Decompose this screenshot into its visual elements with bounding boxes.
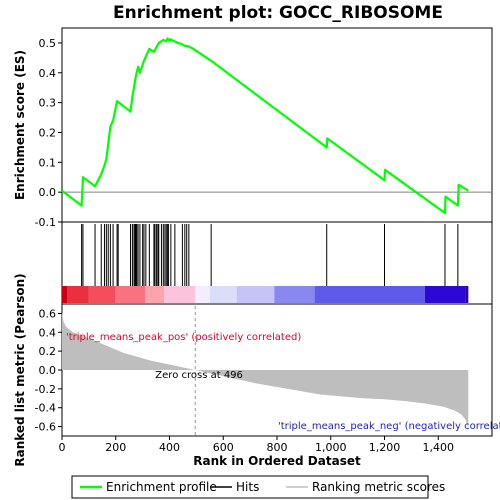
x-tick-label: 1,200 <box>369 441 401 454</box>
colorbar-segment <box>195 286 210 303</box>
positive-correlation-label: 'triple_means_peak_pos' (positively corr… <box>66 332 301 343</box>
es-y-axis-label: Enrichment score (ES) <box>13 50 27 200</box>
colorbar-segment <box>164 286 196 303</box>
legend-label: Enrichment profile <box>106 480 217 494</box>
colorbar-segment <box>424 286 466 303</box>
colorbar-segment <box>236 286 275 303</box>
x-tick-label: 1,400 <box>423 441 455 454</box>
enrichment-profile-line <box>61 37 469 215</box>
es-y-tick-label: 0.2 <box>39 126 57 139</box>
x-tick-label: 1,000 <box>315 441 347 454</box>
colorbar-segment <box>62 286 68 303</box>
x-tick-label: 0 <box>59 441 66 454</box>
x-tick-label: 600 <box>213 441 234 454</box>
es-y-tick-label: 0.1 <box>39 156 57 169</box>
x-tick-label: 200 <box>105 441 126 454</box>
x-axis-label: Rank in Ordered Dataset <box>193 454 361 468</box>
colorbar-segment <box>465 286 469 303</box>
es-y-tick-label: 0.3 <box>39 97 57 110</box>
colorbar-segment <box>145 286 165 303</box>
enrichment-profile-series <box>61 37 469 215</box>
metric-y-tick-label: 0.2 <box>39 345 57 358</box>
ranked-colorbar <box>62 286 469 303</box>
colorbar-segment <box>67 286 89 303</box>
x-tick-label: 400 <box>159 441 180 454</box>
legend-label: Ranking metric scores <box>312 480 445 494</box>
x-tick-label: 800 <box>267 441 288 454</box>
colorbar-segment <box>274 286 315 303</box>
metric-y-axis: 0.6 0.4 0.2 0.0 -0.2 -0.4 -0.6 <box>35 307 62 434</box>
metric-y-tick-label: -0.2 <box>35 383 56 396</box>
metric-y-tick-label: -0.6 <box>35 421 56 434</box>
colorbar-segment <box>314 286 425 303</box>
ranking-metric-area <box>62 311 469 431</box>
x-axis: 0 200 400 600 800 1,000 1,200 1,400 <box>59 436 455 454</box>
colorbar-segment <box>88 286 116 303</box>
es-y-tick-label: 0.0 <box>39 186 57 199</box>
es-y-tick-label: 0.4 <box>39 67 57 80</box>
metric-y-tick-label: 0.6 <box>39 307 57 320</box>
metric-y-tick-label: -0.4 <box>35 402 56 415</box>
colorbar-segment <box>115 286 146 303</box>
legend: Enrichment profile Hits Ranking metric sco… <box>80 480 445 494</box>
hits-marks <box>81 224 459 286</box>
metric-y-tick-label: 0.0 <box>39 364 57 377</box>
zero-cross-marker: Zero cross at 496 <box>155 306 243 436</box>
ranking-metric-series <box>62 311 469 431</box>
legend-label: Hits <box>236 480 259 494</box>
metric-y-tick-label: 0.4 <box>39 326 57 339</box>
chart-title: Enrichment plot: GOCC_RIBOSOME <box>113 3 443 23</box>
zero-cross-label: Zero cross at 496 <box>155 370 243 381</box>
es-y-tick-label: -0.1 <box>35 216 56 229</box>
metric-y-axis-label: Ranked list metric (Pearson) <box>13 273 27 466</box>
es-y-tick-label: 0.5 <box>39 37 57 50</box>
negative-correlation-label: 'triple_means_peak_neg' (negatively corr… <box>278 421 500 432</box>
legend-box <box>71 475 429 499</box>
es-y-axis: 0.5 0.4 0.3 0.2 0.1 0.0 -0.1 <box>35 37 62 229</box>
colorbar-segment <box>209 286 237 303</box>
